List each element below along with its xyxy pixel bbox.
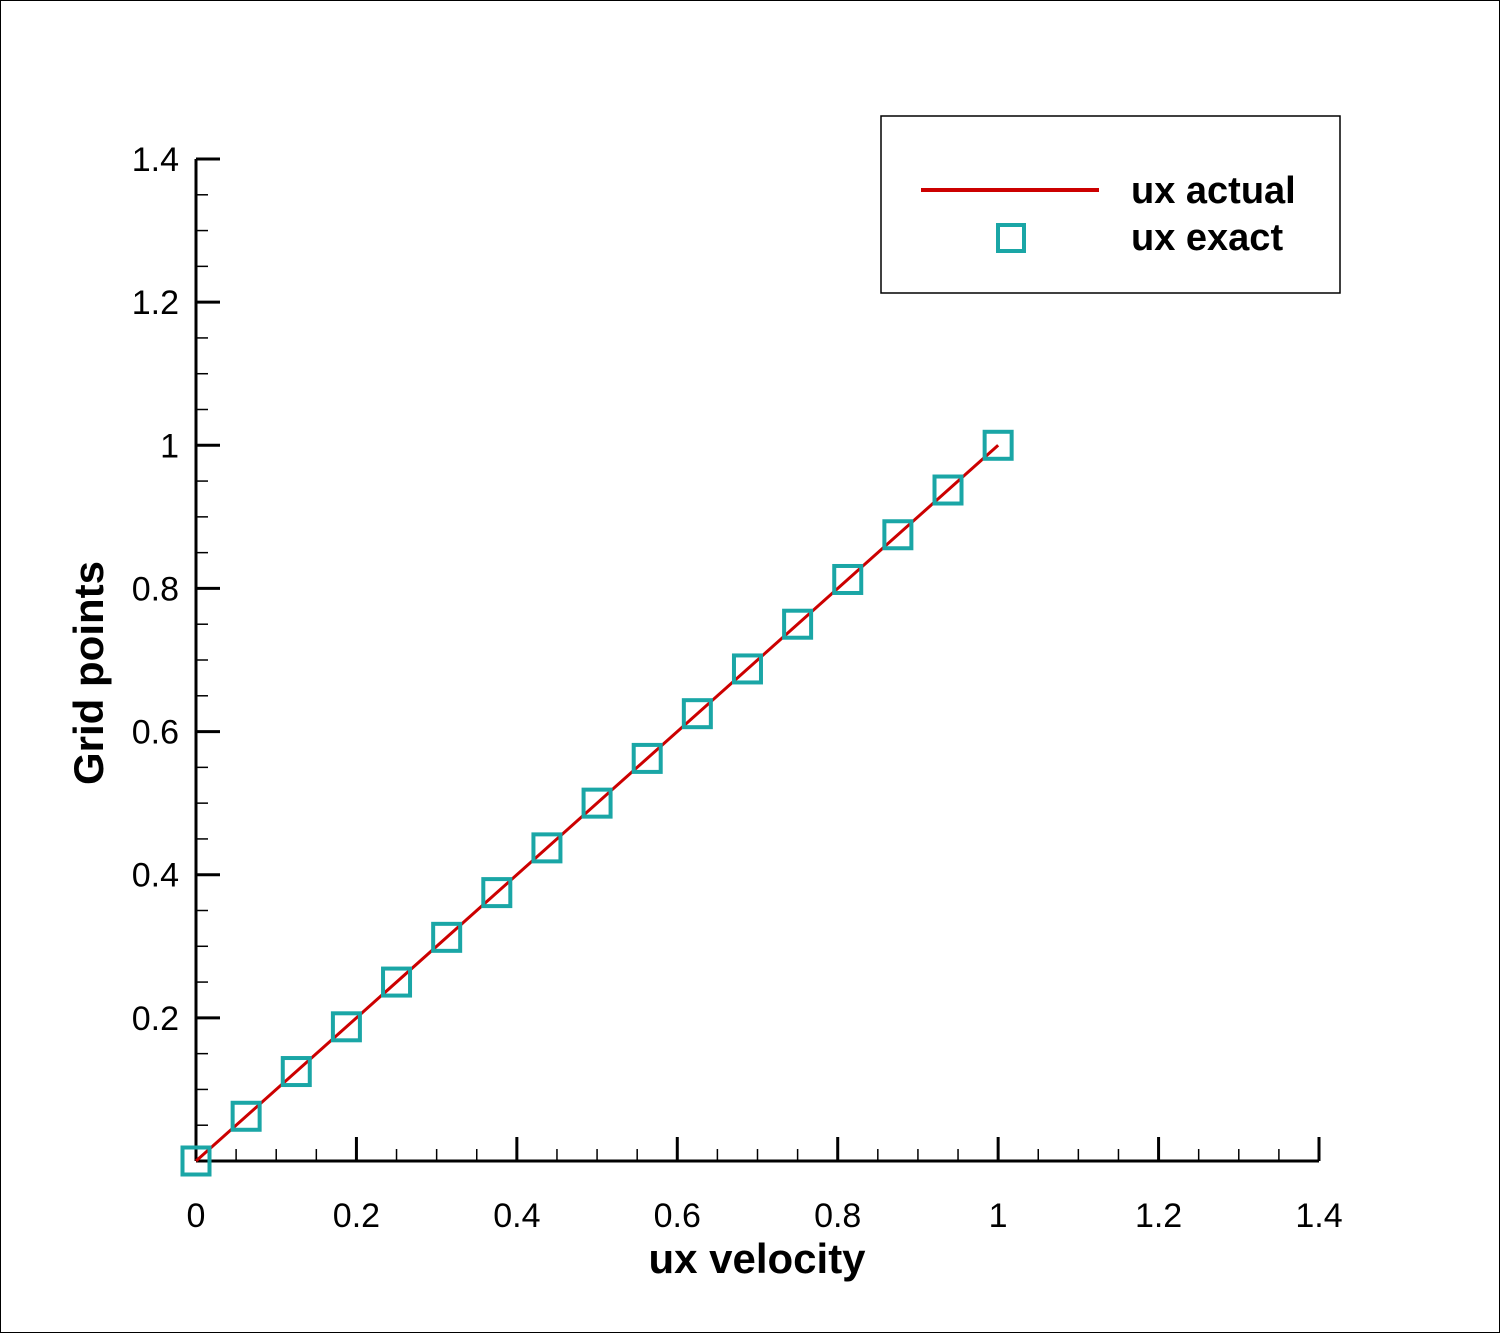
marker-ux-exact [882, 519, 914, 551]
marker-ux-exact [581, 787, 613, 819]
x-tick-label: 0.2 [333, 1197, 380, 1235]
marker-ux-exact [681, 698, 713, 730]
marker-ux-exact [731, 653, 763, 685]
marker-ux-exact [932, 474, 964, 506]
marker-ux-exact [230, 1100, 262, 1132]
x-tick-label: 1.2 [1135, 1197, 1182, 1235]
marker-ux-exact [982, 429, 1014, 461]
x-tick-label: 0.6 [654, 1197, 701, 1235]
x-tick-label: 0.8 [814, 1197, 861, 1235]
marker-ux-exact [280, 1056, 312, 1088]
x-tick-label: 0.4 [493, 1197, 540, 1235]
x-tick-label: 1 [989, 1197, 1008, 1235]
marker-ux-exact [631, 742, 663, 774]
x-tick-label: 0 [187, 1197, 206, 1235]
y-tick-label: 0.2 [132, 1000, 179, 1038]
legend-label-ux-exact: ux exact [1131, 217, 1283, 259]
y-axis-title: Grid points [65, 561, 112, 785]
marker-ux-exact [832, 563, 864, 595]
y-ticks: 0.2 0.4 0.6 0.8 1 1.2 1.4 [132, 141, 220, 1126]
y-tick-label: 1 [160, 427, 179, 465]
marker-ux-exact [381, 966, 413, 998]
legend-swatch-ux-exact [996, 223, 1026, 253]
marker-ux-exact [782, 608, 814, 640]
y-tick-label: 0.4 [132, 857, 179, 895]
series-layer [180, 429, 1014, 1177]
series-line-ux-actual [195, 444, 1000, 1163]
marker-ux-exact [431, 921, 463, 953]
legend: ux actual ux exact [880, 115, 1341, 294]
x-ticks: 0 0.2 0.4 0.6 0.8 1 1.2 1.4 [187, 1137, 1343, 1235]
y-tick-label: 1.4 [132, 141, 179, 179]
legend-box [880, 115, 1341, 294]
legend-label-ux-actual: ux actual [1131, 170, 1296, 212]
x-axis-title: ux velocity [648, 1235, 866, 1282]
y-tick-label: 0.6 [132, 714, 179, 752]
marker-ux-exact [330, 1011, 362, 1043]
y-tick-label: 0.8 [132, 570, 179, 608]
marker-ux-exact [481, 877, 513, 909]
marker-ux-exact [180, 1145, 212, 1177]
y-tick-label: 1.2 [132, 284, 179, 322]
x-tick-label: 1.4 [1295, 1197, 1342, 1235]
marker-ux-exact [531, 832, 563, 864]
